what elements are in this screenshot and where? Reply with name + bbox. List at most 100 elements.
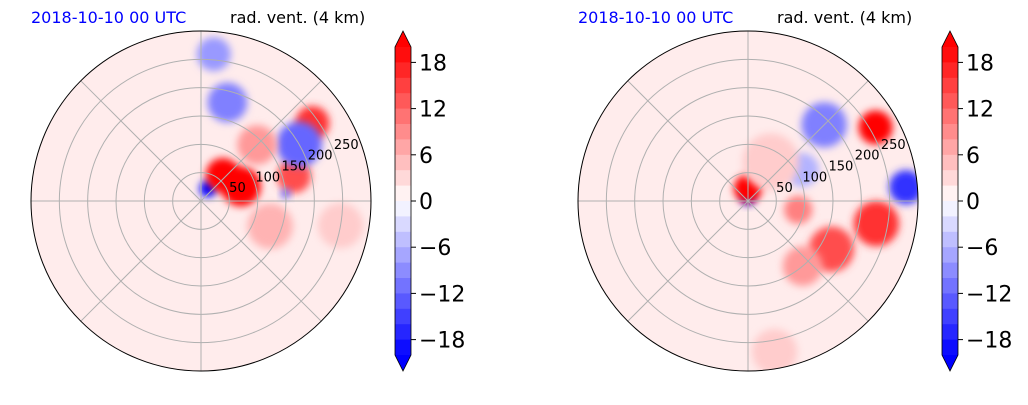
grid-spoke [627,200,749,322]
colorbar-outline [394,30,412,372]
colorbar-segment [395,47,411,63]
polar-grid [578,31,918,371]
radial-tick-label: 150 [829,159,854,174]
colorbar-segment [395,231,411,248]
polar-border [577,30,919,372]
colorbar-segment [395,139,411,156]
chart-panel: 2018-10-10 00 UTC rad. vent. (4 km) 50 10… [547,0,1028,401]
colorbar-extend-top [395,31,411,47]
colorbar-segment [395,77,411,94]
colorbar-segment [395,185,411,202]
colorbar-segment [395,170,411,187]
grid-spoke [80,200,202,322]
field-feature [784,195,813,225]
field-feature [207,82,248,123]
colorbar-tick-label: 12 [419,98,447,123]
chart-title-date: 2018-10-10 00 UTC [578,8,734,27]
colorbar-segment [942,339,958,356]
colorbar-segment [942,47,958,63]
colorbar-segment [942,124,958,140]
radial-tick-label: 50 [229,181,246,196]
colorbar-segment [942,62,958,79]
colorbar-segment [942,139,958,156]
polar-border [30,30,372,372]
colorbar-segment [942,293,958,310]
colorbar-segment [942,77,958,94]
colorbar-tick-label: 12 [966,98,994,123]
colorbar-segment [942,324,958,341]
colorbar-segment [942,278,958,294]
colorbar-tick-label: −12 [419,282,465,307]
colorbar-outline [941,30,959,372]
chart-panel: 2018-10-10 00 UTC rad. vent. (4 km) 50 10… [0,0,514,401]
colorbar-segment [395,62,411,79]
colorbar-segment [395,124,411,140]
colorbar-segment [942,185,958,202]
colorbar-segment [395,247,411,264]
colorbar-segment [942,154,958,171]
colorbar-extend-bottom [942,355,958,371]
colorbar-tick-label: 6 [966,144,980,169]
field-feature [853,200,900,247]
radial-tick-label: 200 [308,149,333,164]
colorbar-segment [942,108,958,125]
colorbar: 18 12 6 0 −6 −12 −18 [941,30,1012,372]
colorbar-segment [395,308,411,325]
chart-title-date: 2018-10-10 00 UTC [31,8,187,27]
colorbar-tick-label: −18 [966,329,1012,354]
radial-tick-label: 250 [334,138,359,153]
colorbar-segment [395,293,411,310]
polar-grid [31,31,371,371]
radial-tick-label: 250 [881,138,906,153]
colorbar-tick-label: 6 [419,144,433,169]
colorbar-segment [942,231,958,248]
field-feature [221,166,261,207]
colorbar-segment [942,247,958,264]
field-feature [751,329,798,371]
colorbar-segment [395,339,411,356]
grid-spoke [747,200,869,322]
colorbar-tick-label: −18 [419,329,465,354]
colorbar-segment [395,108,411,125]
grid-spoke [200,200,322,322]
chart-title-variable: rad. vent. (4 km) [777,8,913,27]
colorbar-tick-label: −6 [966,236,998,261]
field-feature [742,133,799,191]
grid-spoke [200,80,322,202]
colorbar-segment [942,170,958,187]
colorbar-segment [395,216,411,233]
colorbar-segment [942,216,958,233]
chart-title-variable: rad. vent. (4 km) [230,8,366,27]
colorbar-tick-label: −12 [966,282,1012,307]
colorbar-segment [395,93,411,110]
grid-spoke [627,80,749,202]
colorbar-segment [395,154,411,171]
field-feature [889,170,918,205]
colorbar-segment [942,93,958,110]
colorbar-extend-bottom [395,355,411,371]
grid-spoke [80,80,202,202]
colorbar-segment [395,262,411,279]
colorbar-segment [942,308,958,325]
colorbar-extend-top [942,31,958,47]
colorbar-tick-label: −6 [419,236,451,261]
grid-spoke [747,80,869,202]
colorbar: 18 12 6 0 −6 −12 −18 [394,30,465,372]
colorbar-tick-label: 18 [966,51,994,76]
radial-tick-label: 100 [255,170,280,185]
colorbar-segment [942,262,958,279]
colorbar-segment [395,324,411,341]
field-feature [247,203,293,249]
colorbar-segment [395,278,411,294]
colorbar-tick-label: 0 [419,190,433,215]
field-feature [277,159,312,194]
radial-tick-label: 100 [802,170,827,185]
colorbar-tick-label: 0 [966,190,980,215]
colorbar-tick-label: 18 [419,51,447,76]
field-feature [858,110,893,145]
colorbar-segment [942,201,958,217]
colorbar-segment [395,201,411,217]
radial-tick-label: 50 [776,181,793,196]
